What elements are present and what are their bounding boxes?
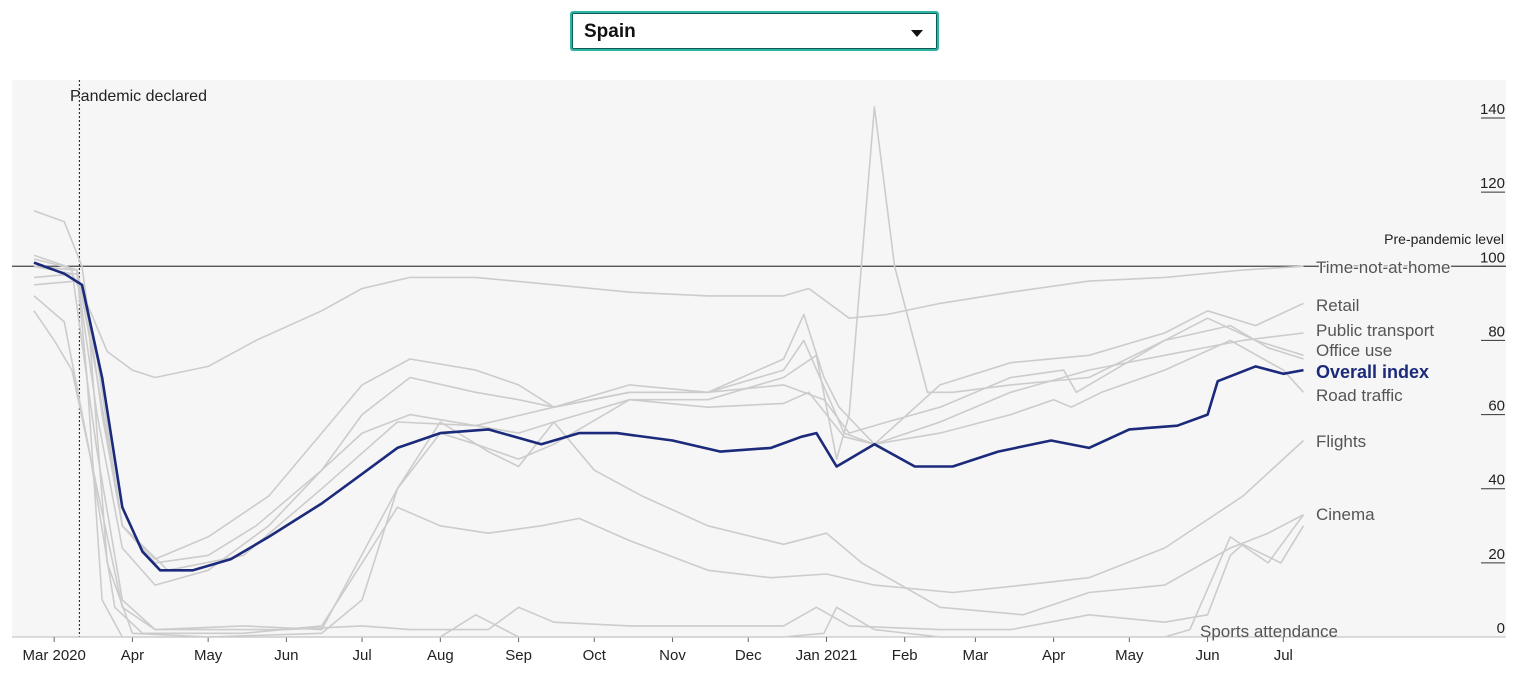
x-tick-label: Apr xyxy=(1042,647,1065,664)
series-line-cinema xyxy=(33,280,1304,638)
y-tick-label: 120 xyxy=(1480,175,1505,192)
series-label-public-transport: Public transport xyxy=(1316,321,1434,340)
series-label-office-use: Office use xyxy=(1316,341,1392,360)
pandemic-declared-label: Pandemic declared xyxy=(70,88,207,105)
y-tick-label: 140 xyxy=(1480,101,1505,118)
x-tick-label: Feb xyxy=(892,647,918,664)
baseline-label: Pre-pandemic level xyxy=(1384,231,1504,247)
series-label-retail: Retail xyxy=(1316,296,1359,315)
x-tick-label: Jun xyxy=(1195,647,1219,664)
x-tick-label: Dec xyxy=(735,647,762,664)
x-tick-label: Mar 2020 xyxy=(23,647,86,664)
x-tick-label: Mar xyxy=(962,647,988,664)
series-line-sports-attendance xyxy=(33,265,1305,638)
country-selector[interactable]: Spain xyxy=(570,11,939,51)
series-label-road-traffic: Road traffic xyxy=(1316,386,1403,405)
plot-panel xyxy=(12,80,1506,637)
series-line-overall-index xyxy=(33,261,1304,572)
x-tick-label: May xyxy=(1115,647,1144,664)
x-tick-label: Sep xyxy=(505,647,532,664)
y-tick-label: 20 xyxy=(1488,546,1505,563)
country-selector-value: Spain xyxy=(584,21,636,42)
series-line-office-use xyxy=(33,254,1304,564)
series-label-overall-index: Overall index xyxy=(1316,362,1429,382)
series-line-flights xyxy=(33,295,1305,635)
x-tick-label: Aug xyxy=(427,647,454,664)
x-tick-label: May xyxy=(194,647,223,664)
series-label-cinema: Cinema xyxy=(1316,505,1375,524)
y-tick-label: 60 xyxy=(1488,398,1505,415)
chevron-down-icon xyxy=(911,30,923,37)
y-tick-label: 100 xyxy=(1480,249,1505,266)
series-line-road-traffic xyxy=(33,272,1305,586)
y-tick-label: 40 xyxy=(1488,472,1505,489)
x-tick-label: Apr xyxy=(121,647,144,664)
x-tick-label: Nov xyxy=(659,647,686,664)
series-label-time-not-at-home: Time-not-at-home xyxy=(1316,258,1450,277)
background-series-line xyxy=(33,310,1305,631)
x-tick-label: Jul xyxy=(1274,647,1293,664)
x-tick-label: Jul xyxy=(353,647,372,664)
series-line-time-not-at-home xyxy=(33,265,1304,379)
y-tick-label: 80 xyxy=(1488,323,1505,340)
x-tick-label: Jun xyxy=(274,647,298,664)
series-label-flights: Flights xyxy=(1316,432,1366,451)
x-tick-label: Jan 2021 xyxy=(796,647,858,664)
x-tick-label: Oct xyxy=(583,647,607,664)
series-label-sports-attendance: Sports attendance xyxy=(1200,622,1338,641)
y-tick-label: 0 xyxy=(1497,620,1505,637)
